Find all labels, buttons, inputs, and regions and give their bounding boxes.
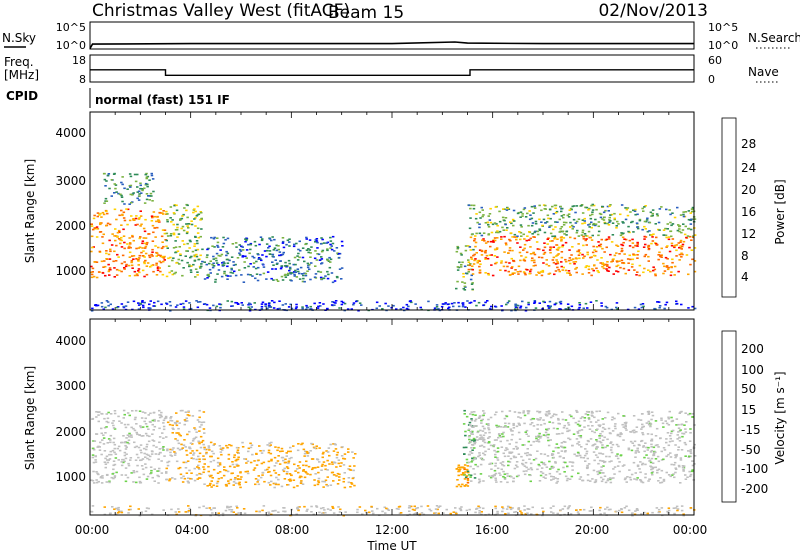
- freq-left-tick-top: 18: [72, 54, 86, 67]
- velocity-colorbar-frame: [721, 330, 737, 503]
- xtick-2400: 00:00: [673, 523, 708, 537]
- vel-ytick-2000: 2000: [55, 425, 86, 439]
- velocity-heatmap: [90, 409, 697, 517]
- power-cb-tick-12: 12: [741, 227, 756, 241]
- power-cb-tick-28: 28: [741, 137, 756, 151]
- cpid-value: normal (fast) 151 IF: [95, 93, 230, 107]
- power-region-6: [467, 203, 697, 238]
- noise-sky-trace: [89, 41, 694, 49]
- freq-right-tick-top: 60: [708, 54, 722, 67]
- power-region-0: [90, 208, 168, 279]
- xtick-1600: 16:00: [475, 523, 510, 537]
- vel-cb-tick-200: 200: [741, 342, 764, 356]
- power-panel-frame: [89, 111, 695, 311]
- vel-cb-tick-m100: -100: [741, 462, 768, 476]
- vel-cb-tick-m15: -15: [741, 423, 761, 437]
- power-ytick-1000: 1000: [55, 264, 86, 278]
- power-cb-tick-24: 24: [741, 161, 756, 175]
- nave-label: Nave: [748, 65, 779, 79]
- noise-right-tick-bottom: 10^0: [708, 39, 738, 52]
- power-region-4: [455, 245, 475, 291]
- xtick-1200: 12:00: [375, 523, 410, 537]
- velocity-region-2: [203, 441, 357, 489]
- power-cb-tick-16: 16: [741, 205, 756, 219]
- power-colorbar-title: Power [dB]: [773, 179, 787, 244]
- velocity-ylabel: Slant Range [km]: [23, 366, 37, 470]
- velocity-colorbar-ticks: 200 100 50 15 -15 -50 -100 -200 Velocity…: [741, 342, 787, 496]
- freq-traces: [90, 69, 694, 76]
- power-region-1: [102, 172, 155, 205]
- velocity-panel-frame: [89, 318, 695, 516]
- freq-label-line1: Freq.: [4, 55, 34, 69]
- xaxis-label: Time UT: [366, 539, 417, 553]
- vel-ytick-1000: 1000: [55, 470, 86, 484]
- power-ylabel: Slant Range [km]: [23, 159, 37, 263]
- noise-sky-label: N.Sky: [2, 31, 36, 45]
- vel-cb-tick-50: 50: [741, 382, 756, 396]
- power-ytick-4000: 4000: [55, 126, 86, 140]
- noise-right-tick-top: 10^5: [708, 21, 738, 34]
- power-colorbar: [721, 117, 737, 298]
- vel-ytick-4000: 4000: [55, 334, 86, 348]
- freq-left-tick-bottom: 8: [79, 73, 86, 86]
- power-y-axis: 4000 3000 2000 1000 Slant Range [km]: [23, 126, 86, 278]
- noise-search-label: N.Search: [748, 31, 800, 45]
- velocity-region-0: [90, 409, 168, 484]
- power-region-5: [467, 235, 697, 277]
- vel-ytick-3000: 3000: [55, 379, 86, 393]
- vel-cb-tick-m200: -200: [741, 482, 768, 496]
- noise-left-tick-bottom: 10^0: [56, 39, 86, 52]
- xtick-0800: 08:00: [275, 523, 310, 537]
- noise-panel-frame: [89, 21, 695, 50]
- vel-cb-tick-15: 15: [741, 403, 756, 417]
- power-colorbar-frame: [721, 117, 737, 298]
- vel-cb-tick-100: 100: [741, 363, 764, 377]
- velocity-region-5: [467, 409, 697, 484]
- power-cb-tick-4: 4: [741, 270, 749, 284]
- velocity-region-4: [462, 409, 478, 479]
- power-colorbar-ticks: 28 24 20 16 12 8 4 Power [dB]: [741, 137, 787, 284]
- velocity-region-3: [455, 464, 470, 488]
- power-ytick-2000: 2000: [55, 219, 86, 233]
- power-region-3: [201, 235, 344, 284]
- freq-label-line2: [MHz]: [4, 68, 39, 82]
- date-title: 02/Nov/2013: [598, 1, 708, 21]
- power-cb-tick-20: 20: [741, 183, 756, 197]
- velocity-region-1: [165, 409, 206, 484]
- freq-panel-frame: [89, 54, 695, 83]
- power-heatmap: [90, 172, 697, 312]
- beam-title: Beam 15: [328, 3, 404, 23]
- velocity-y-axis: 4000 3000 2000 1000 Slant Range [km]: [23, 334, 86, 484]
- xtick-2000: 20:00: [575, 523, 610, 537]
- freq-right-tick-bottom: 0: [708, 73, 715, 86]
- noise-left-axis: N.Sky 10^5 10^0: [2, 21, 86, 52]
- noise-right-axis: 10^5 10^0 N.Search: [708, 21, 800, 52]
- station-title: Christmas Valley West (fitACF): [92, 1, 350, 21]
- xtick-marks: [89, 112, 695, 515]
- noise-traces: [89, 41, 694, 49]
- power-ytick-3000: 3000: [55, 174, 86, 188]
- velocity-colorbar: [721, 330, 737, 503]
- power-cb-tick-8: 8: [741, 249, 749, 263]
- velocity-colorbar-title: Velocity [m s⁻¹]: [773, 371, 787, 464]
- frequency-trace: [90, 69, 694, 76]
- xtick-0400: 04:00: [175, 523, 210, 537]
- noise-left-tick-top: 10^5: [56, 21, 86, 34]
- power-region-2: [165, 203, 203, 278]
- cpid-label: CPID: [6, 89, 38, 103]
- xtick-0000: 00:00: [75, 523, 110, 537]
- time-x-axis: 00:00 04:00 08:00 12:00 16:00 20:00 00:0…: [75, 523, 708, 553]
- vel-cb-tick-m50: -50: [741, 443, 761, 457]
